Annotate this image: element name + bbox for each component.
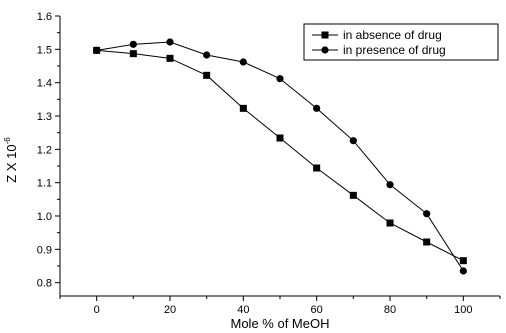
x-tick-label: 80 xyxy=(384,304,396,316)
x-tick-label: 100 xyxy=(454,304,472,316)
data-point-circle xyxy=(129,40,137,48)
data-point-square xyxy=(313,164,321,172)
series-layer xyxy=(93,38,467,275)
y-tick-label: 0.8 xyxy=(37,278,52,290)
data-point-square xyxy=(386,219,394,227)
data-point-square xyxy=(129,50,137,58)
legend-label-presence: in presence of drug xyxy=(343,43,446,57)
data-point-circle xyxy=(349,137,357,145)
data-point-circle xyxy=(93,46,101,54)
legend-item-absence: in absence of drug xyxy=(312,28,442,42)
x-axis-label: Mole % of MeOH xyxy=(231,316,330,331)
legend-box xyxy=(303,23,499,61)
legend-marker-circle xyxy=(321,46,329,54)
data-point-square xyxy=(166,54,174,62)
x-tick-label: 60 xyxy=(311,304,323,316)
x-tick-label: 20 xyxy=(164,304,176,316)
data-point-circle xyxy=(423,210,431,218)
y-tick-label: 1.6 xyxy=(37,11,52,23)
data-point-circle xyxy=(459,267,467,275)
y-axis-label-base: Z X 10 xyxy=(4,144,19,182)
y-tick-label: 1.3 xyxy=(37,111,52,123)
y-tick-label: 1.5 xyxy=(37,44,52,56)
data-point-circle xyxy=(313,104,321,112)
data-point-circle xyxy=(166,38,174,46)
data-point-square xyxy=(239,104,247,112)
x-tick-label: 40 xyxy=(237,304,249,316)
legend: in absence of drug in presence of drug xyxy=(303,23,499,61)
data-point-circle xyxy=(203,51,211,59)
data-point-square xyxy=(276,134,284,142)
y-ticks: 0.8 0.9 1.0 1.1 1.2 1.3 1.4 1.5 1.6 xyxy=(37,11,60,290)
data-point-circle xyxy=(239,58,247,66)
y-tick-label: 1.0 xyxy=(37,211,52,223)
y-tick-label: 1.4 xyxy=(37,78,52,90)
legend-item-presence: in presence of drug xyxy=(312,43,446,57)
legend-label-absence: in absence of drug xyxy=(343,28,442,42)
data-point-square xyxy=(203,71,211,79)
data-point-circle xyxy=(276,75,284,83)
y-axis-label-exponent: -6 xyxy=(3,137,12,145)
y-tick-label: 1.2 xyxy=(37,144,52,156)
y-tick-label: 1.1 xyxy=(37,178,52,190)
y-tick-label: 0.9 xyxy=(37,244,52,256)
y-axis-label: Z X 10-6 xyxy=(3,137,19,183)
x-ticks: 0 20 40 60 80 100 xyxy=(59,296,501,316)
legend-marker-square xyxy=(321,31,329,39)
data-point-square xyxy=(423,238,431,246)
x-tick-label: 0 xyxy=(94,304,100,316)
data-point-circle xyxy=(386,181,394,189)
data-point-square xyxy=(459,257,467,265)
data-point-square xyxy=(349,191,357,199)
